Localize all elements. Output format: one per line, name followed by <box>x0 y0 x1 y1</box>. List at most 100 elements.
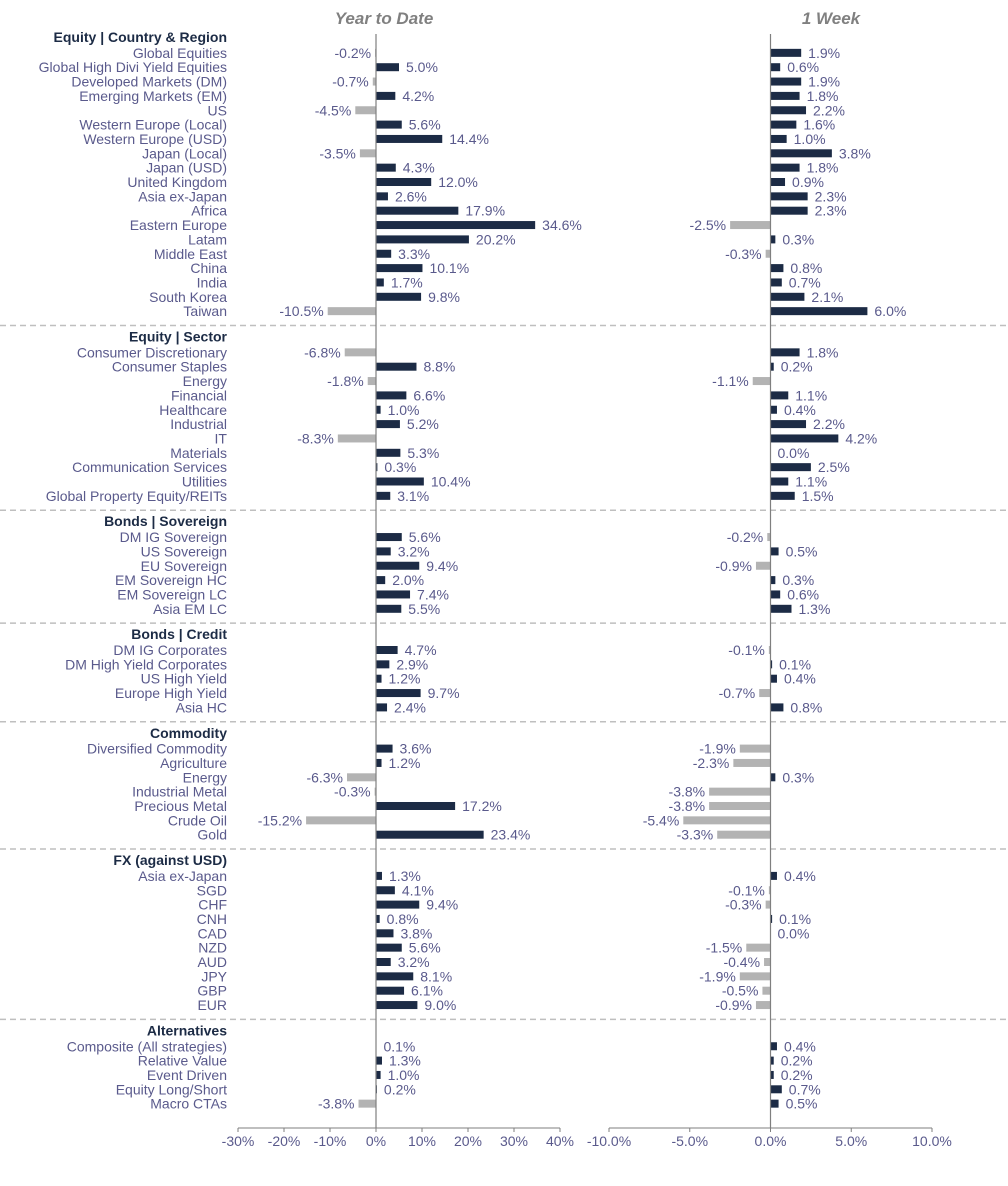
bar-ytd <box>376 405 381 414</box>
bar-week <box>770 1099 779 1108</box>
row-label: Macro CTAs <box>150 1096 227 1112</box>
bar-ytd <box>327 307 376 316</box>
value-label-week: 0.2% <box>781 1067 813 1083</box>
value-label-ytd: 2.0% <box>392 572 424 588</box>
row-label: Industrial <box>170 416 227 432</box>
value-label-ytd: 17.9% <box>465 203 505 219</box>
group-header: Bonds | Sovereign <box>104 513 227 529</box>
bar-week <box>762 986 771 995</box>
row-label: Latam <box>188 231 227 247</box>
value-label-week: 0.8% <box>790 260 822 276</box>
x-tick-label-week: -10.0% <box>587 1133 631 1149</box>
value-label-ytd: 3.1% <box>397 488 429 504</box>
value-label-week: 2.5% <box>818 459 850 475</box>
value-label-ytd: 1.0% <box>388 402 420 418</box>
value-label-ytd: 20.2% <box>476 231 516 247</box>
row-label: Materials <box>170 445 227 461</box>
x-tick-label-ytd: -30% <box>222 1133 255 1149</box>
value-label-week: -0.9% <box>715 558 752 574</box>
value-label-ytd: -3.8% <box>318 1096 355 1112</box>
value-label-week: 6.0% <box>874 303 906 319</box>
value-label-ytd: -8.3% <box>297 430 334 446</box>
row-label: EUR <box>197 997 227 1013</box>
row-label: Africa <box>191 203 227 219</box>
value-label-week: -3.8% <box>669 784 706 800</box>
value-label-ytd: 0.3% <box>384 459 416 475</box>
value-label-week: 0.6% <box>787 586 819 602</box>
bar-ytd <box>376 278 384 287</box>
bar-ytd <box>376 178 432 186</box>
bar-week <box>770 192 808 201</box>
value-label-week: 1.8% <box>807 160 839 176</box>
value-label-week: 2.3% <box>815 203 847 219</box>
bar-week <box>770 703 784 712</box>
value-label-ytd: -0.3% <box>334 784 371 800</box>
value-label-ytd: 17.2% <box>462 798 502 814</box>
value-label-week: 0.1% <box>779 656 811 672</box>
bar-ytd <box>376 900 420 909</box>
bar-week <box>770 871 777 880</box>
x-tick-label-ytd: -20% <box>268 1133 301 1149</box>
value-label-ytd: 3.3% <box>398 246 430 262</box>
row-label: Japan (Local) <box>142 145 227 161</box>
value-label-ytd: 1.3% <box>389 1053 421 1069</box>
bar-week <box>730 221 771 230</box>
bar-week <box>717 830 771 839</box>
row-label: China <box>190 260 227 276</box>
bar-ytd <box>376 362 417 371</box>
bar-ytd <box>376 943 402 952</box>
bar-week <box>770 48 802 57</box>
bar-week <box>770 1042 777 1051</box>
value-label-week: -0.1% <box>728 882 765 898</box>
value-label-week: 0.4% <box>784 868 816 884</box>
row-label: Global Property Equity/REITs <box>46 488 227 504</box>
value-label-week: -1.9% <box>699 741 736 757</box>
bar-ytd <box>359 149 376 158</box>
bar-week <box>770 434 839 443</box>
group-header: FX (against USD) <box>113 852 227 868</box>
value-label-week: 0.3% <box>782 572 814 588</box>
bar-week <box>770 773 776 782</box>
value-label-week: 1.9% <box>808 45 840 61</box>
bar-week <box>770 235 776 244</box>
row-label: Equity Long/Short <box>116 1081 227 1097</box>
bar-ytd <box>376 1056 382 1065</box>
bar-week <box>770 348 800 357</box>
row-label: DM IG Sovereign <box>120 529 227 545</box>
bar-ytd <box>376 391 407 400</box>
value-label-week: -0.2% <box>727 529 764 545</box>
value-label-ytd: 4.1% <box>402 882 434 898</box>
value-label-week: -0.1% <box>728 642 765 658</box>
row-label: Agriculture <box>160 755 227 771</box>
x-tick-label-ytd: 10% <box>408 1133 436 1149</box>
value-label-ytd: 1.7% <box>391 274 423 290</box>
value-label-week: 0.3% <box>782 231 814 247</box>
row-label: Asia EM LC <box>153 601 227 617</box>
value-label-week: 2.1% <box>811 289 843 305</box>
bar-week <box>768 886 771 895</box>
bar-week <box>770 391 789 400</box>
value-label-ytd: 2.6% <box>395 188 427 204</box>
value-label-ytd: 2.4% <box>394 699 426 715</box>
row-label: Utilities <box>182 474 227 490</box>
row-label: Western Europe (USD) <box>83 131 227 147</box>
value-label-week: 0.9% <box>792 174 824 190</box>
row-label: Relative Value <box>138 1053 227 1069</box>
bar-ytd <box>376 264 423 273</box>
group-header: Commodity <box>150 725 227 741</box>
bar-ytd <box>376 477 424 486</box>
value-label-ytd: 1.2% <box>389 755 421 771</box>
bar-week <box>764 958 771 966</box>
value-label-ytd: 14.4% <box>449 131 489 147</box>
bar-week <box>765 900 771 909</box>
group-header: Alternatives <box>147 1022 227 1038</box>
value-label-week: 0.3% <box>782 769 814 785</box>
value-label-week: 0.7% <box>789 274 821 290</box>
bar-ytd <box>376 448 401 457</box>
bar-week <box>770 1085 782 1094</box>
panel-title-week: 1 Week <box>802 9 862 28</box>
value-label-week: 0.5% <box>786 543 818 559</box>
row-label: Emerging Markets (EM) <box>79 88 227 104</box>
row-label: Diversified Commodity <box>87 741 227 757</box>
